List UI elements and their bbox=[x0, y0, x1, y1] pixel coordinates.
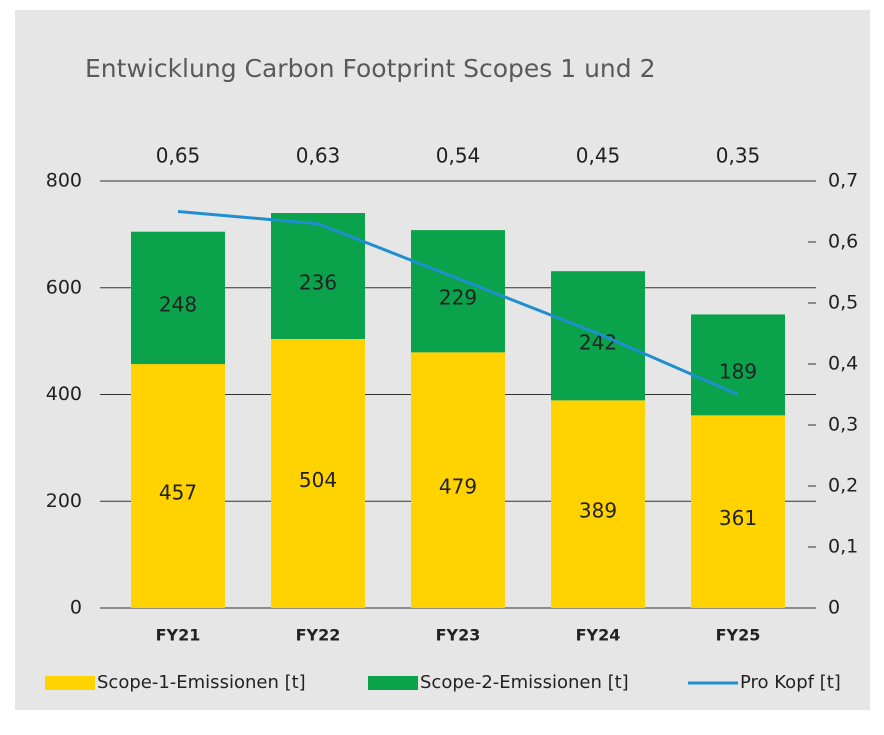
y2-tick-label: 0,1 bbox=[828, 536, 858, 558]
data-label: 0,63 bbox=[296, 144, 341, 168]
bar-segment bbox=[411, 352, 505, 608]
data-label: 0,54 bbox=[436, 144, 481, 168]
y2-tick-label: 0 bbox=[828, 597, 840, 619]
data-label: 189 bbox=[719, 359, 757, 383]
chart-title: Entwicklung Carbon Footprint Scopes 1 un… bbox=[85, 54, 655, 83]
data-label: 479 bbox=[439, 475, 477, 499]
data-label: 229 bbox=[439, 286, 477, 310]
bar-segment bbox=[551, 271, 645, 401]
y2-tick-label: 0,3 bbox=[828, 414, 858, 436]
data-label: 361 bbox=[719, 506, 757, 530]
bar-segment bbox=[271, 338, 365, 608]
bar-segment bbox=[131, 231, 225, 365]
y2-tick-label: 0,7 bbox=[828, 170, 858, 192]
bar-segment bbox=[691, 314, 785, 416]
x-tick-label: FY22 bbox=[296, 626, 341, 645]
y2-tick-label: 0,6 bbox=[828, 231, 858, 253]
y-tick-label: 400 bbox=[46, 383, 82, 405]
x-tick-label: FY21 bbox=[156, 626, 201, 645]
data-label: 0,65 bbox=[156, 144, 201, 168]
data-label: 504 bbox=[299, 468, 337, 492]
data-label: 236 bbox=[299, 271, 337, 295]
y-tick-label: 800 bbox=[46, 170, 82, 192]
bar-segment bbox=[551, 400, 645, 608]
y-tick-label: 600 bbox=[46, 276, 82, 298]
data-label: 0,35 bbox=[716, 144, 761, 168]
y-tick-label: 200 bbox=[46, 490, 82, 512]
y2-tick-label: 0,5 bbox=[828, 292, 858, 314]
legend-label: Pro Kopf [t] bbox=[740, 672, 841, 693]
legend-swatch bbox=[45, 676, 95, 690]
data-label: 248 bbox=[159, 292, 197, 316]
bar-segment bbox=[131, 364, 225, 608]
legend-label: Scope-1-Emissionen [t] bbox=[97, 672, 306, 693]
data-label: 457 bbox=[159, 481, 197, 505]
x-tick-label: FY24 bbox=[576, 626, 621, 645]
legend-label: Scope-2-Emissionen [t] bbox=[420, 672, 629, 693]
bar-segment bbox=[271, 213, 365, 339]
y2-tick-label: 0,4 bbox=[828, 353, 858, 375]
data-label: 0,45 bbox=[576, 144, 621, 168]
line bbox=[177, 210, 739, 396]
y2-tick-label: 0,2 bbox=[828, 475, 858, 497]
x-tick-label: FY23 bbox=[436, 626, 481, 645]
x-tick-label: FY25 bbox=[716, 626, 761, 645]
y-tick-label: 0 bbox=[70, 597, 82, 619]
bar-segment bbox=[691, 415, 785, 608]
legend-swatch bbox=[368, 676, 418, 690]
data-label: 389 bbox=[579, 499, 617, 523]
